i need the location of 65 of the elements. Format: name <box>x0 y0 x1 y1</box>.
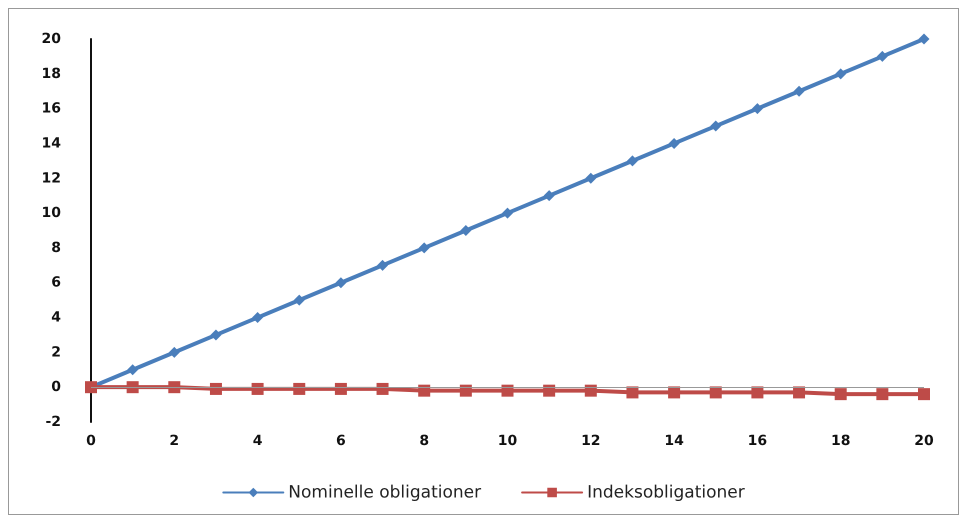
x-tick-label: 4 <box>252 433 263 449</box>
point <box>377 260 388 271</box>
point <box>502 384 514 397</box>
point <box>793 386 806 398</box>
point <box>127 364 138 376</box>
point <box>210 382 222 395</box>
point <box>584 384 597 397</box>
point <box>460 225 472 236</box>
y-tick-label: 18 <box>42 66 61 82</box>
y-tick-label: 16 <box>42 100 61 117</box>
point <box>376 382 389 395</box>
point <box>502 208 513 219</box>
x-tick-label: 20 <box>914 433 934 449</box>
y-tick-label: 4 <box>51 310 62 326</box>
x-tick-label: 10 <box>498 433 518 449</box>
y-tick-label: 2 <box>51 344 61 360</box>
point <box>876 388 888 400</box>
point <box>918 34 930 44</box>
y-tick-label: 12 <box>42 170 61 186</box>
point <box>294 294 305 306</box>
point <box>335 277 346 288</box>
point <box>752 103 763 114</box>
point <box>252 312 264 324</box>
y-tick-label: -2 <box>45 414 61 430</box>
y-tick-label: 14 <box>42 135 62 152</box>
point <box>252 382 264 395</box>
point <box>334 382 347 395</box>
point <box>918 388 930 400</box>
point <box>585 172 596 184</box>
y-tick-label: 8 <box>51 240 61 256</box>
point <box>126 381 139 394</box>
x-tick-label: 14 <box>664 433 684 449</box>
point <box>710 386 722 398</box>
point <box>626 386 638 398</box>
point <box>751 386 764 398</box>
point <box>710 120 722 132</box>
legend-label: Nominelle obligationer <box>288 482 482 502</box>
point <box>626 155 638 166</box>
point <box>543 384 556 397</box>
y-tick-label: 20 <box>42 31 62 47</box>
y-tick-label: 6 <box>51 274 61 291</box>
point <box>460 384 472 397</box>
x-tick-label: 12 <box>581 433 601 449</box>
point <box>668 386 680 398</box>
y-tick-label: 10 <box>42 205 62 222</box>
y-tick-label: 0 <box>51 379 62 396</box>
x-tick-label: 16 <box>748 433 768 449</box>
point <box>834 388 847 400</box>
point <box>668 138 680 149</box>
point <box>168 346 180 358</box>
x-tick-label: 8 <box>419 433 430 449</box>
point <box>168 381 180 394</box>
point <box>293 382 306 395</box>
point <box>794 86 805 97</box>
point <box>544 190 555 202</box>
legend-label: Indeksobligationer <box>587 482 745 502</box>
x-tick-label: 18 <box>830 433 850 449</box>
x-tick-label: 6 <box>336 433 346 449</box>
x-tick-label: 2 <box>169 433 180 449</box>
point <box>835 68 846 80</box>
x-tick-label: 0 <box>86 433 96 449</box>
point <box>876 50 888 62</box>
point <box>418 242 430 254</box>
point <box>418 384 430 397</box>
point <box>210 329 222 340</box>
